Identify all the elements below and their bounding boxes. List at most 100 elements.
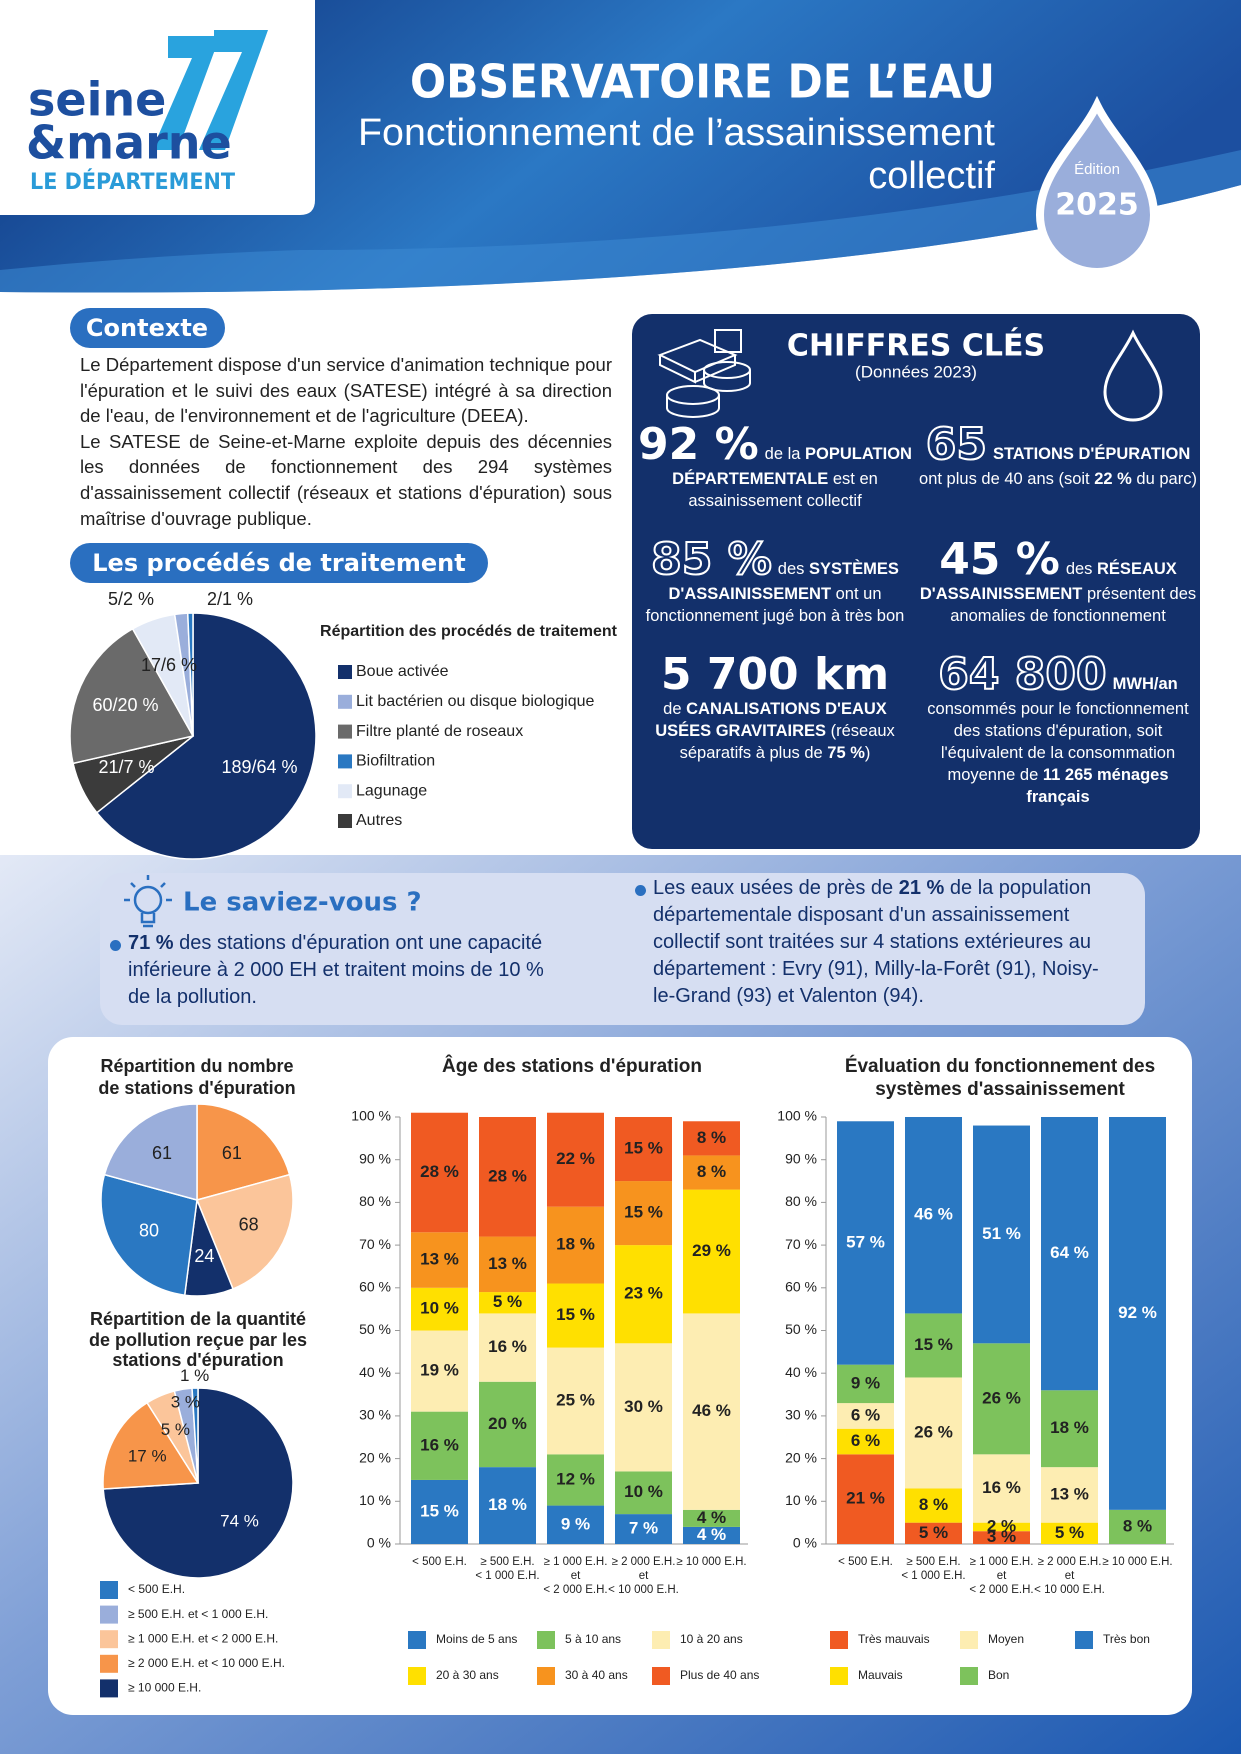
bar-segment [683,1155,740,1190]
text-run: présentent des anomalies de fonctionneme… [950,585,1197,625]
data-label: 15 % [624,1139,663,1158]
legend-swatch [338,814,352,828]
y-tick-label: 70 % [785,1236,817,1252]
legend-swatch [100,1679,118,1698]
chart-title: Répartition de la quantité [90,1309,306,1329]
legend-label: Biofiltration [356,753,435,770]
chart-title: de stations d'épuration [98,1078,295,1098]
x-tick-label: ≥ 2 000 E.H. [1038,1556,1102,1568]
logo-text: &marne [26,116,232,170]
x-tick-label: ≥ 500 E.H. [480,1556,534,1568]
y-tick-label: 30 % [785,1407,817,1423]
text-run: 11 265 ménages français [1026,766,1169,806]
page-subtitle: Fonctionnement de l’assainissement [358,112,995,154]
text-run: consommés pour le fonctionnement des sta… [927,700,1189,784]
legend-swatch [830,1667,848,1685]
logo-box [0,0,315,215]
bar-segment [837,1403,894,1429]
legend-label: 20 à 30 ans [436,1668,499,1682]
data-label: 9 % [561,1514,590,1533]
bar-segment [615,1514,672,1544]
y-tick-label: 20 % [785,1449,817,1465]
pie-label: 80 [139,1221,159,1241]
legend-label: Très mauvais [858,1632,930,1646]
legend-label: Bon [988,1668,1009,1682]
data-label: 29 % [692,1241,731,1260]
legend-swatch [408,1667,426,1685]
legend-label: ≥ 10 000 E.H. [128,1681,201,1695]
data-label: 10 % [420,1299,459,1318]
bar-segment [837,1428,894,1455]
text-run: SYSTÈMES D'ASSAINISSEMENT [668,560,899,603]
key-figure: 92 % de la POPULATION DÉPARTEMENTALE est … [635,422,915,512]
text-run: 71 % [128,932,174,954]
header-swoosh [0,150,1241,293]
text-run: RÉSEAUX D'ASSAINISSEMENT [919,560,1177,603]
text-run: 22 % [1094,470,1132,488]
bar-segment [1041,1467,1098,1523]
text-run: CANALISATIONS D'EAUX USÉES GRAVITAIRES [655,700,887,740]
data-label: 57 % [846,1232,885,1251]
legend-swatch [100,1605,118,1624]
text-run: de la population départementale disposan… [653,877,1099,1007]
bar-segment [1041,1117,1098,1391]
x-tick-label: < 500 E.H. [412,1556,467,1568]
x-tick-label: ≥ 1 000 E.H. [970,1556,1034,1568]
legend-swatch [338,784,352,799]
data-label: 4 % [697,1525,726,1544]
bar-segment [683,1313,740,1510]
x-tick-label: et [997,1570,1007,1582]
key-figure-number: 85 % [650,534,773,585]
key-figure: 85 % des SYSTÈMES D'ASSAINISSEMENT ont un… [635,534,915,627]
logo-mark [199,30,268,150]
data-label: 16 % [420,1435,459,1454]
data-label: 16 % [982,1478,1021,1497]
data-label: 15 % [624,1203,663,1222]
y-tick-label: 0 % [367,1535,391,1551]
pie-label: 17/6 % [141,655,197,675]
y-tick-label: 60 % [785,1279,817,1295]
logo-tagline: LE DÉPARTEMENT [30,169,235,195]
key-figures-subtitle: (Données 2023) [855,362,977,381]
section-heading: Les procédés de traitement [92,549,465,577]
bullet: 71 % des stations d'épuration ont une ca… [110,930,558,1011]
y-tick-label: 10 % [785,1492,817,1508]
section-heading: Contexte [86,314,208,342]
x-tick-label: < 10 000 E.H. [1034,1584,1105,1596]
legend-swatch [537,1631,555,1649]
data-label: 23 % [624,1284,663,1303]
text-run: du parc) [1131,470,1197,488]
legend-label: Boue activée [356,663,449,680]
data-label: 8 % [1123,1516,1152,1535]
data-label: 6 % [851,1405,880,1424]
x-tick-label: ≥ 10 000 E.H. [1102,1556,1172,1568]
pie-slice [191,1387,199,1484]
y-tick-label: 0 % [793,1535,817,1551]
pie-slice [186,612,194,737]
key-figure-number: 92 % [638,419,759,470]
data-label: 18 % [1050,1418,1089,1437]
data-label: 28 % [488,1166,527,1185]
x-tick-label: < 500 E.H. [838,1556,893,1568]
y-tick-label: 40 % [785,1364,817,1380]
pie-slice [103,1103,198,1201]
page-subtitle: collectif [868,155,995,197]
bar-segment [547,1505,604,1544]
section-pill [70,543,488,583]
bar-segment [837,1364,894,1404]
data-label: 5 % [1055,1523,1084,1542]
data-label: 6 % [851,1431,880,1450]
y-tick-label: 50 % [359,1321,391,1337]
bar-segment [479,1117,536,1237]
y-tick-label: 80 % [359,1193,391,1209]
pie-slice [100,1173,198,1297]
text-run: POPULATION DÉPARTEMENTALE [672,445,912,488]
bar-segment [973,1454,1030,1523]
key-figures-icon [657,329,751,418]
bar-segment [1041,1390,1098,1468]
text-run: de la [764,445,806,463]
legend-label: ≥ 2 000 E.H. et < 10 000 E.H. [128,1656,285,1670]
x-tick-label: < 2 000 E.H. [969,1584,1033,1596]
x-tick-label: et [571,1570,581,1582]
x-tick-label: < 10 000 E.H. [608,1584,679,1596]
